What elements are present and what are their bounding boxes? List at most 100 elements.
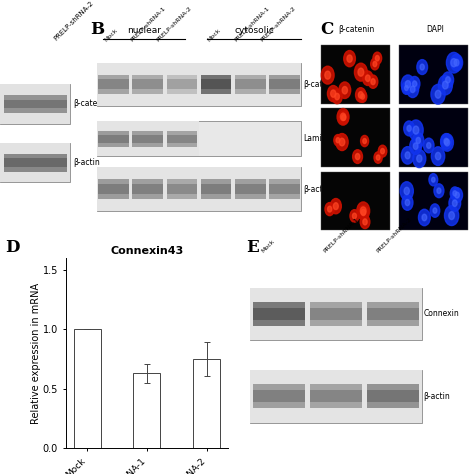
Circle shape xyxy=(405,200,410,206)
Text: LaminB1: LaminB1 xyxy=(304,135,337,143)
Bar xyxy=(367,302,419,326)
Text: PRELP-shRNA-2: PRELP-shRNA-2 xyxy=(376,217,413,254)
Circle shape xyxy=(433,208,437,213)
Bar xyxy=(134,374,160,448)
Bar xyxy=(308,288,365,340)
Text: D: D xyxy=(5,239,19,256)
Bar xyxy=(132,179,163,199)
Text: cytosolic: cytosolic xyxy=(234,27,274,36)
Circle shape xyxy=(454,59,459,66)
Circle shape xyxy=(371,58,379,70)
Circle shape xyxy=(361,210,365,216)
Bar xyxy=(199,63,233,106)
Circle shape xyxy=(381,148,384,154)
Bar xyxy=(98,184,129,194)
Bar xyxy=(250,370,422,423)
Bar xyxy=(253,391,305,402)
Text: β-catenin: β-catenin xyxy=(73,100,109,109)
Circle shape xyxy=(420,64,424,70)
Text: Mock: Mock xyxy=(260,239,275,254)
Circle shape xyxy=(447,52,461,73)
Circle shape xyxy=(407,126,411,131)
Bar xyxy=(267,167,301,211)
Bar xyxy=(201,184,231,194)
Circle shape xyxy=(450,187,459,200)
Circle shape xyxy=(407,81,419,98)
Circle shape xyxy=(336,134,348,151)
Circle shape xyxy=(361,94,365,99)
Circle shape xyxy=(363,219,367,225)
Circle shape xyxy=(444,138,448,145)
Circle shape xyxy=(358,206,368,219)
Text: β-catenin: β-catenin xyxy=(338,25,375,34)
Text: B: B xyxy=(90,21,104,38)
Bar xyxy=(98,80,129,89)
Circle shape xyxy=(445,206,459,226)
Text: DAPI: DAPI xyxy=(426,25,444,34)
Circle shape xyxy=(405,85,408,91)
Bar xyxy=(97,63,131,106)
Text: E: E xyxy=(246,239,259,256)
Bar xyxy=(132,135,163,143)
Circle shape xyxy=(358,91,367,102)
Circle shape xyxy=(431,147,445,165)
Circle shape xyxy=(376,155,380,160)
Circle shape xyxy=(452,188,463,202)
Text: C: C xyxy=(321,21,334,38)
Bar xyxy=(267,63,301,106)
Text: β-actin: β-actin xyxy=(304,184,330,193)
Circle shape xyxy=(353,150,363,164)
Circle shape xyxy=(423,138,434,153)
Bar xyxy=(367,308,419,320)
Circle shape xyxy=(431,177,435,182)
Bar xyxy=(166,179,197,199)
Text: β-actin: β-actin xyxy=(73,158,100,167)
Bar xyxy=(165,167,199,211)
Y-axis label: Relative expression in mRNA: Relative expression in mRNA xyxy=(31,283,41,424)
Bar xyxy=(269,80,300,89)
Circle shape xyxy=(368,75,378,88)
Circle shape xyxy=(371,79,375,85)
Text: Mock: Mock xyxy=(207,28,222,43)
Bar xyxy=(199,167,233,211)
Text: PRELP-shRNA-1: PRELP-shRNA-1 xyxy=(233,6,270,43)
Circle shape xyxy=(350,210,359,222)
Circle shape xyxy=(375,55,379,61)
Circle shape xyxy=(330,199,341,214)
Text: nuclear: nuclear xyxy=(127,27,161,36)
Circle shape xyxy=(405,81,410,88)
Circle shape xyxy=(409,120,423,140)
Circle shape xyxy=(417,155,422,162)
Circle shape xyxy=(430,204,440,217)
Bar xyxy=(201,179,231,199)
Circle shape xyxy=(360,207,366,215)
Circle shape xyxy=(404,121,414,136)
Circle shape xyxy=(328,206,332,212)
Text: Connexin: Connexin xyxy=(424,310,459,319)
Circle shape xyxy=(360,215,370,228)
Circle shape xyxy=(334,135,342,146)
Circle shape xyxy=(339,111,348,124)
Circle shape xyxy=(361,136,369,146)
Circle shape xyxy=(342,86,347,94)
Circle shape xyxy=(373,62,377,67)
Bar xyxy=(321,109,390,167)
Circle shape xyxy=(363,138,366,144)
Circle shape xyxy=(358,91,363,98)
Circle shape xyxy=(347,55,352,62)
Bar xyxy=(201,80,231,89)
Bar xyxy=(310,302,362,326)
Circle shape xyxy=(373,52,382,64)
Circle shape xyxy=(355,63,367,81)
Bar xyxy=(166,131,197,147)
Circle shape xyxy=(413,143,418,149)
Circle shape xyxy=(401,146,414,164)
Circle shape xyxy=(443,81,448,89)
Circle shape xyxy=(410,76,420,91)
Bar xyxy=(250,370,308,423)
Circle shape xyxy=(374,152,382,163)
Circle shape xyxy=(449,212,455,219)
Circle shape xyxy=(429,173,438,186)
Circle shape xyxy=(340,113,346,120)
Bar xyxy=(132,131,163,147)
